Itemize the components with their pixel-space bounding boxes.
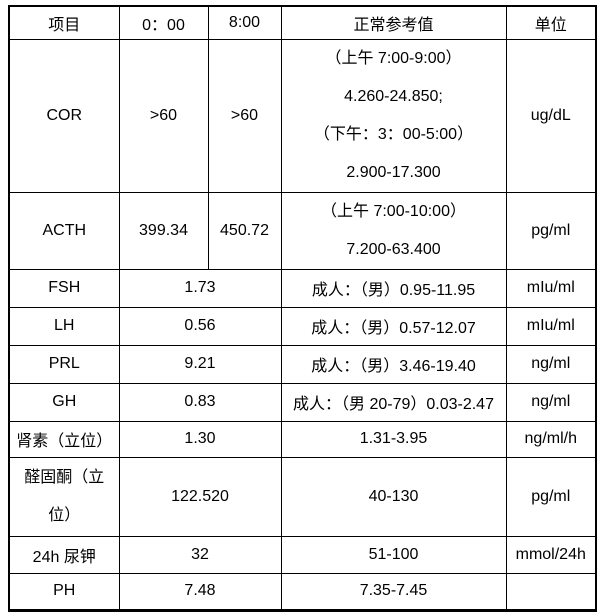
item-cell: 醛固酮（立 位） [8,456,120,537]
unit-cell: ng/ml [505,382,597,422]
unit-cell: ug/dL [505,38,597,193]
table-row-cor: COR >60 >60 （上午 7:00-9:00） 4.260-24.850;… [8,38,597,193]
table-row-gh: GH 0.83 成人：（男 20-79）0.03-2.47 ng/ml [8,382,597,422]
value-cell: 0.56 [118,306,282,346]
value-cell-0000: >60 [118,38,209,193]
table-row-aldosterone-upright: 醛固酮（立 位） 122.520 40-130 pg/ml [8,456,597,537]
reference-cell: 51-100 [280,535,507,574]
reference-cell: 成人：（男）0.57-12.07 [280,306,507,346]
reference-cell: 40-130 [280,456,507,537]
header-row: 项目 0：00 8:00 正常参考值 单位 [8,5,597,40]
col-header-item: 项目 [8,5,120,40]
table-row-lh: LH 0.56 成人：（男）0.57-12.07 mIu/ml [8,306,597,346]
value-cell: 1.30 [118,420,282,458]
reference-cell: （上午 7:00-9:00） 4.260-24.850; （下午：3：00-5:… [280,38,507,193]
value-cell: 32 [118,535,282,574]
value-cell: 9.21 [118,344,282,384]
item-cell: FSH [8,268,120,308]
value-cell: 0.83 [118,382,282,422]
unit-cell: mmol/24h [505,535,597,574]
reference-cell: （上午 7:00-10:00） 7.200-63.400 [280,191,507,270]
reference-cell: 7.35-7.45 [280,572,507,611]
item-cell: LH [8,306,120,346]
reference-cell: 成人：（男）0.95-11.95 [280,268,507,308]
unit-cell: pg/ml [505,456,597,537]
table-row-fsh: FSH 1.73 成人：（男）0.95-11.95 mIu/ml [8,268,597,308]
table-row-renin-upright: 肾素（立位） 1.30 1.31-3.95 ng/ml/h [8,420,597,458]
col-header-unit: 单位 [505,5,597,40]
value-cell: 7.48 [118,572,282,611]
table-row-24h-urine-potassium: 24h 尿钾 32 51-100 mmol/24h [8,535,597,574]
unit-cell: pg/ml [505,191,597,270]
unit-cell: mIu/ml [505,268,597,308]
col-header-time-0000: 0：00 [118,5,209,40]
value-cell-0800: >60 [207,38,282,193]
item-cell: GH [8,382,120,422]
col-header-reference: 正常参考值 [280,5,507,40]
reference-cell: 成人：（男 20-79）0.03-2.47 [280,382,507,422]
col-header-time-0800: 8:00 [207,5,282,40]
value-cell: 122.520 [118,456,282,537]
item-cell: COR [8,38,120,193]
unit-cell: ng/ml [505,344,597,384]
table-row-acth: ACTH 399.34 450.72 （上午 7:00-10:00） 7.200… [8,191,597,270]
item-cell: 肾素（立位） [8,420,120,458]
reference-cell: 1.31-3.95 [280,420,507,458]
unit-cell [505,572,597,611]
unit-cell: mIu/ml [505,306,597,346]
item-cell: PH [8,572,120,611]
value-cell-0000: 399.34 [118,191,209,270]
item-cell: PRL [8,344,120,384]
value-cell-0800: 450.72 [207,191,282,270]
table-row-prl: PRL 9.21 成人：（男）3.46-19.40 ng/ml [8,344,597,384]
item-cell: ACTH [8,191,120,270]
table-row-ph: PH 7.48 7.35-7.45 [8,572,597,611]
lab-results-table: 项目 0：00 8:00 正常参考值 单位 COR >60 >60 （上午 7:… [8,5,597,612]
unit-cell: ng/ml/h [505,420,597,458]
reference-cell: 成人：（男）3.46-19.40 [280,344,507,384]
value-cell: 1.73 [118,268,282,308]
item-cell: 24h 尿钾 [8,535,120,574]
